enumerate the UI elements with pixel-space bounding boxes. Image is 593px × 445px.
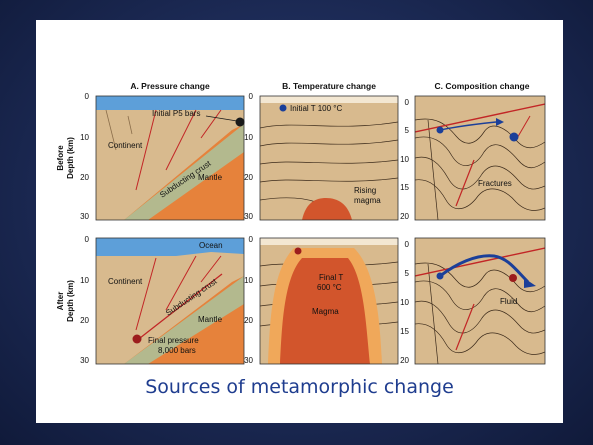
panel-b-after-section	[260, 238, 398, 364]
label-final-pressure: Final pressure	[148, 336, 199, 345]
label-ocean: Ocean	[199, 241, 223, 250]
fluid-source-dot	[436, 272, 444, 280]
label-final-pressure-value: 8,000 bars	[158, 346, 196, 355]
tick-c1-10: 10	[400, 155, 409, 164]
panel-a-before-section	[96, 96, 244, 220]
panel-b-title: B. Temperature change	[282, 81, 376, 91]
tick-b2-10: 10	[244, 276, 253, 285]
slide-caption: Sources of metamorphic change	[145, 376, 454, 398]
tick-c2-0: 0	[405, 240, 410, 249]
tick-b1-20: 20	[244, 173, 253, 182]
tick-c1-0: 0	[405, 98, 410, 107]
panel-a-title: A. Pressure change	[130, 81, 210, 91]
label-fluid: Fluid	[500, 297, 517, 306]
tick-c1-5: 5	[405, 126, 410, 135]
label-initial-pressure: Initial P5 bars	[152, 109, 200, 118]
initial-temperature-dot	[279, 104, 287, 112]
panel-a-after-section	[96, 238, 244, 364]
label-magma: Magma	[312, 307, 339, 316]
row-label-after: After	[56, 292, 65, 311]
label-rising: Rising	[354, 186, 376, 195]
tick-a1-10: 10	[80, 133, 89, 142]
tick-b2-30: 30	[244, 356, 253, 365]
initial-pressure-dot	[235, 117, 245, 127]
label-final-temperature: Final T	[319, 273, 343, 282]
label-mantle-before: Mantle	[198, 173, 223, 182]
panel-c-after-section	[415, 238, 545, 364]
composition-dot-left	[436, 126, 444, 134]
final-pressure-dot	[132, 334, 142, 344]
tick-a1-20: 20	[80, 173, 89, 182]
panel-c-title: C. Composition change	[435, 81, 530, 91]
tick-b2-0: 0	[249, 235, 254, 244]
tick-b1-10: 10	[244, 133, 253, 142]
tick-a2-20: 20	[80, 316, 89, 325]
tick-c2-5: 5	[405, 269, 410, 278]
tick-c1-15: 15	[400, 183, 409, 192]
label-continent-before: Continent	[108, 141, 143, 150]
fluid-reaction-dot	[509, 274, 517, 282]
label-rising-magma: magma	[354, 196, 381, 205]
tick-c2-20: 20	[400, 356, 409, 365]
tick-b2-20: 20	[244, 316, 253, 325]
tick-a2-10: 10	[80, 276, 89, 285]
metamorphic-diagram: A. Pressure change B. Temperature change…	[56, 81, 546, 365]
tick-a1-0: 0	[85, 92, 90, 101]
tick-a2-30: 30	[80, 356, 89, 365]
depth-axis-label-before: Depth (km)	[66, 137, 75, 179]
label-mantle-after: Mantle	[198, 315, 223, 324]
label-fractures: Fractures	[478, 179, 512, 188]
label-final-temperature-value: 600 °C	[317, 283, 342, 292]
label-initial-temperature: Initial T 100 °C	[290, 104, 342, 113]
composition-dot-right	[509, 132, 519, 142]
label-continent-after: Continent	[108, 277, 143, 286]
tick-a1-30: 30	[80, 212, 89, 221]
tick-b1-30: 30	[244, 212, 253, 221]
panel-c-before-section	[415, 96, 545, 220]
tick-c2-10: 10	[400, 298, 409, 307]
panel-b-before-section	[260, 96, 398, 220]
tick-a2-0: 0	[85, 235, 90, 244]
tick-b1-0: 0	[249, 92, 254, 101]
final-temperature-dot	[294, 247, 302, 255]
row-label-before: Before	[56, 145, 65, 171]
tick-c1-20: 20	[400, 212, 409, 221]
tick-c2-15: 15	[400, 327, 409, 336]
depth-axis-label-after: Depth (km)	[66, 280, 75, 322]
slide-panel: A. Pressure change B. Temperature change…	[36, 20, 563, 423]
